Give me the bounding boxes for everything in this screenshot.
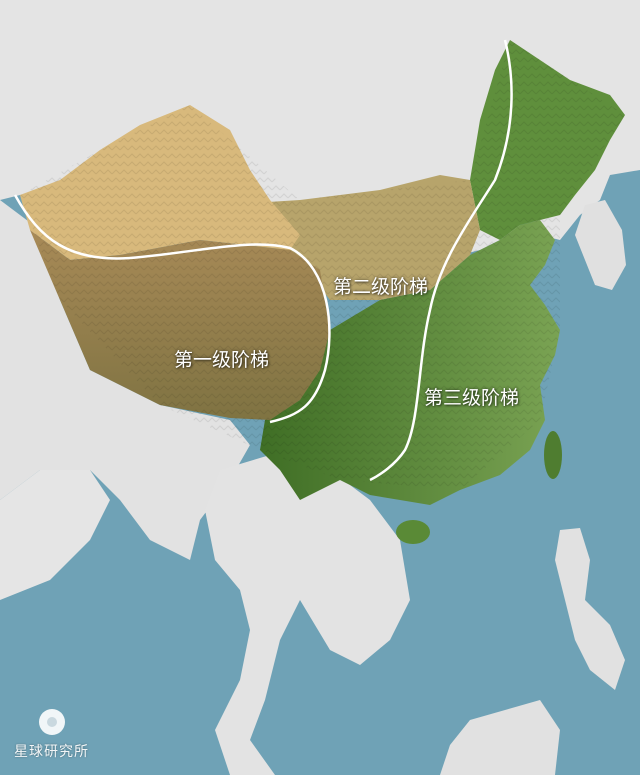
land-india-edge: [0, 470, 110, 600]
land-philippines: [555, 528, 625, 690]
label-step1: 第一级阶梯: [174, 349, 270, 371]
label-step3: 第三级阶梯: [424, 387, 520, 409]
label-step2: 第二级阶梯: [333, 276, 429, 298]
hainan: [396, 520, 430, 544]
watermark-logo-icon: [38, 709, 65, 735]
relief-overlay: [20, 40, 625, 490]
taiwan: [544, 431, 562, 479]
land-indochina: [205, 455, 410, 775]
watermark-text: 星球研究所: [14, 744, 89, 760]
watermark: 星球研究所: [14, 709, 89, 761]
boundary-line-step1-step2: [13, 194, 331, 424]
land-borneo: [440, 700, 560, 775]
land-korea-japan: [575, 200, 626, 290]
boundary-line-step2-step3: [369, 39, 513, 482]
